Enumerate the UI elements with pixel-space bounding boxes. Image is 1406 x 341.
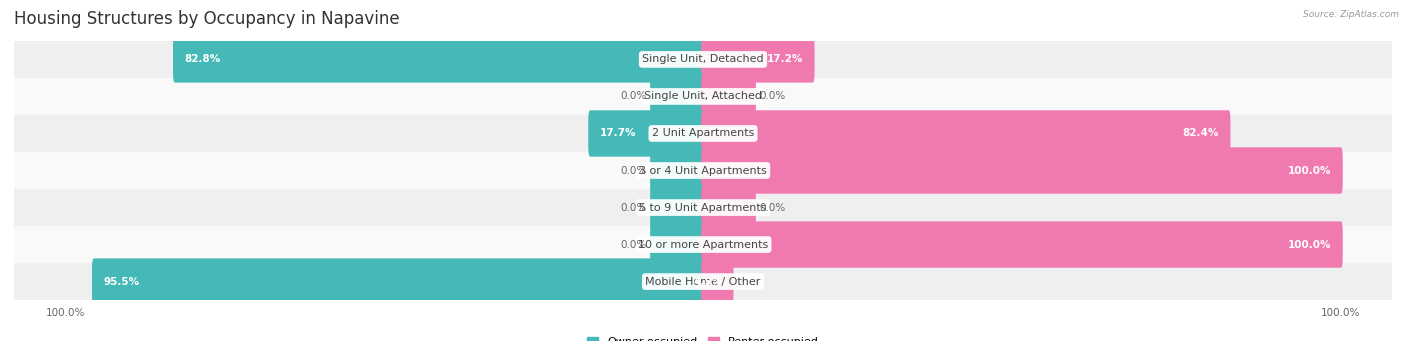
Text: 17.2%: 17.2%: [766, 55, 803, 64]
Text: 95.5%: 95.5%: [104, 277, 139, 286]
FancyBboxPatch shape: [588, 110, 704, 157]
Text: 0.0%: 0.0%: [620, 91, 647, 102]
Text: 0.0%: 0.0%: [620, 165, 647, 176]
Bar: [14, 78, 1392, 115]
FancyBboxPatch shape: [702, 110, 1230, 157]
FancyBboxPatch shape: [650, 221, 704, 268]
FancyBboxPatch shape: [702, 36, 814, 83]
FancyBboxPatch shape: [702, 221, 1343, 268]
Text: 100.0%: 100.0%: [1288, 239, 1331, 250]
Text: Single Unit, Detached: Single Unit, Detached: [643, 55, 763, 64]
Text: 0.0%: 0.0%: [759, 203, 786, 212]
FancyBboxPatch shape: [702, 147, 1343, 194]
Text: 82.4%: 82.4%: [1182, 129, 1219, 138]
Text: 0.0%: 0.0%: [759, 91, 786, 102]
Text: Mobile Home / Other: Mobile Home / Other: [645, 277, 761, 286]
FancyBboxPatch shape: [650, 147, 704, 194]
Text: 4.5%: 4.5%: [693, 277, 723, 286]
Text: 5 to 9 Unit Apartments: 5 to 9 Unit Apartments: [640, 203, 766, 212]
Bar: [14, 152, 1392, 189]
Text: 2 Unit Apartments: 2 Unit Apartments: [652, 129, 754, 138]
FancyBboxPatch shape: [650, 73, 704, 120]
Text: Housing Structures by Occupancy in Napavine: Housing Structures by Occupancy in Napav…: [14, 10, 399, 28]
Text: 10 or more Apartments: 10 or more Apartments: [638, 239, 768, 250]
Bar: [14, 226, 1392, 263]
Text: Single Unit, Attached: Single Unit, Attached: [644, 91, 762, 102]
FancyBboxPatch shape: [702, 73, 756, 120]
Bar: [14, 41, 1392, 78]
Legend: Owner-occupied, Renter-occupied: Owner-occupied, Renter-occupied: [582, 332, 824, 341]
Bar: [14, 189, 1392, 226]
Bar: [14, 263, 1392, 300]
FancyBboxPatch shape: [91, 258, 704, 305]
Text: 0.0%: 0.0%: [620, 239, 647, 250]
Text: 3 or 4 Unit Apartments: 3 or 4 Unit Apartments: [640, 165, 766, 176]
FancyBboxPatch shape: [702, 184, 756, 231]
Text: 0.0%: 0.0%: [620, 203, 647, 212]
Text: 82.8%: 82.8%: [184, 55, 221, 64]
FancyBboxPatch shape: [650, 184, 704, 231]
Bar: [14, 115, 1392, 152]
Text: 100.0%: 100.0%: [1288, 165, 1331, 176]
Text: Source: ZipAtlas.com: Source: ZipAtlas.com: [1303, 10, 1399, 19]
FancyBboxPatch shape: [173, 36, 704, 83]
Text: 17.7%: 17.7%: [599, 129, 636, 138]
FancyBboxPatch shape: [702, 258, 734, 305]
